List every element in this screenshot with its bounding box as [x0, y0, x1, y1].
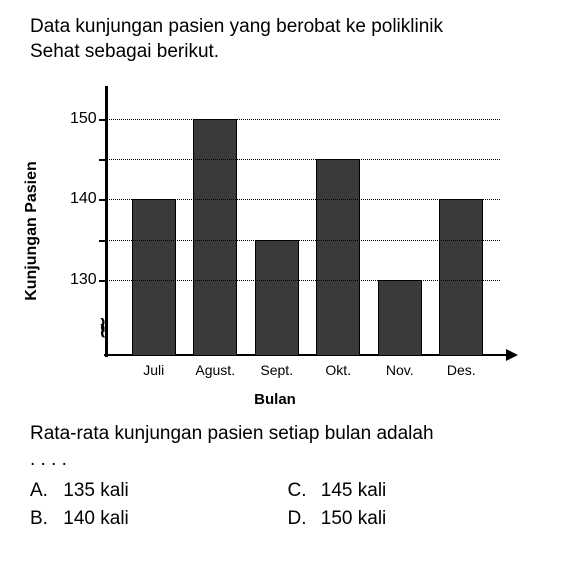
y-tick-mark: [99, 119, 105, 121]
y-tick-mark: [99, 280, 105, 282]
bar-category-label: Agust.: [195, 362, 235, 378]
option-d: D. 150 kali: [288, 505, 546, 534]
prompt-line-1: Data kunjungan pasien yang berobat ke po…: [30, 16, 443, 37]
option-text: 140 kali: [63, 508, 129, 529]
x-axis-arrow-icon: [506, 349, 518, 361]
after-chart-text: Rata-rata kunjungan pasien setiap bulan …: [30, 423, 434, 444]
bar-slot: Agust.: [185, 86, 247, 356]
ellipsis-dots: . . . .: [30, 449, 67, 470]
bar-slot: Nov.: [369, 86, 431, 356]
y-tick-label: 130: [70, 271, 97, 289]
y-tick-mark: [99, 159, 105, 161]
plot-area: ≀≀ JuliAgust.Sept.Okt.Nov.Des. 150140130: [105, 86, 500, 356]
option-b: B. 140 kali: [30, 505, 288, 534]
option-letter: B.: [30, 505, 58, 534]
y-tick-label: 140: [70, 190, 97, 208]
bar: [132, 199, 176, 356]
bar-category-label: Okt.: [325, 362, 351, 378]
y-axis-label: Kunjungan Pasien: [23, 162, 41, 302]
option-a: A. 135 kali: [30, 477, 288, 506]
bar: [378, 280, 422, 357]
x-axis-label: Bulan: [254, 391, 296, 408]
bar-category-label: Sept.: [260, 362, 293, 378]
option-text: 145 kali: [321, 480, 387, 501]
bar: [255, 240, 299, 357]
bar: [439, 199, 483, 356]
option-c: C. 145 kali: [288, 477, 546, 506]
question-prompt: Data kunjungan pasien yang berobat ke po…: [30, 15, 545, 64]
gridline: [105, 280, 500, 281]
bar-slot: Sept.: [246, 86, 308, 356]
bars-container: JuliAgust.Sept.Okt.Nov.Des.: [123, 86, 492, 356]
option-text: 150 kali: [321, 508, 387, 529]
bar-slot: Okt.: [308, 86, 370, 356]
y-tick-mark: [99, 199, 105, 201]
bar-slot: Juli: [123, 86, 185, 356]
axis-break-icon: ≀≀: [99, 322, 107, 334]
y-tick-label: 150: [70, 110, 97, 128]
bar: [193, 119, 237, 357]
gridline: [105, 159, 500, 160]
bar-category-label: Des.: [447, 362, 476, 378]
option-letter: D.: [288, 505, 316, 534]
bar-chart: Kunjungan Pasien ≀≀ JuliAgust.Sept.Okt.N…: [40, 76, 510, 386]
gridline: [105, 199, 500, 200]
option-text: 135 kali: [63, 480, 129, 501]
bar: [316, 159, 360, 356]
gridline: [105, 119, 500, 120]
bar-category-label: Nov.: [386, 362, 414, 378]
option-letter: C.: [288, 477, 316, 506]
bar-slot: Des.: [431, 86, 493, 356]
prompt-line-2: Sehat sebagai berikut.: [30, 41, 219, 62]
question-after-chart: Rata-rata kunjungan pasien setiap bulan …: [30, 421, 545, 472]
bar-category-label: Juli: [143, 362, 164, 378]
gridline: [105, 240, 500, 241]
answer-options: A. 135 kali B. 140 kali C. 145 kali D. 1…: [30, 477, 545, 534]
y-tick-mark: [99, 240, 105, 242]
option-letter: A.: [30, 477, 58, 506]
